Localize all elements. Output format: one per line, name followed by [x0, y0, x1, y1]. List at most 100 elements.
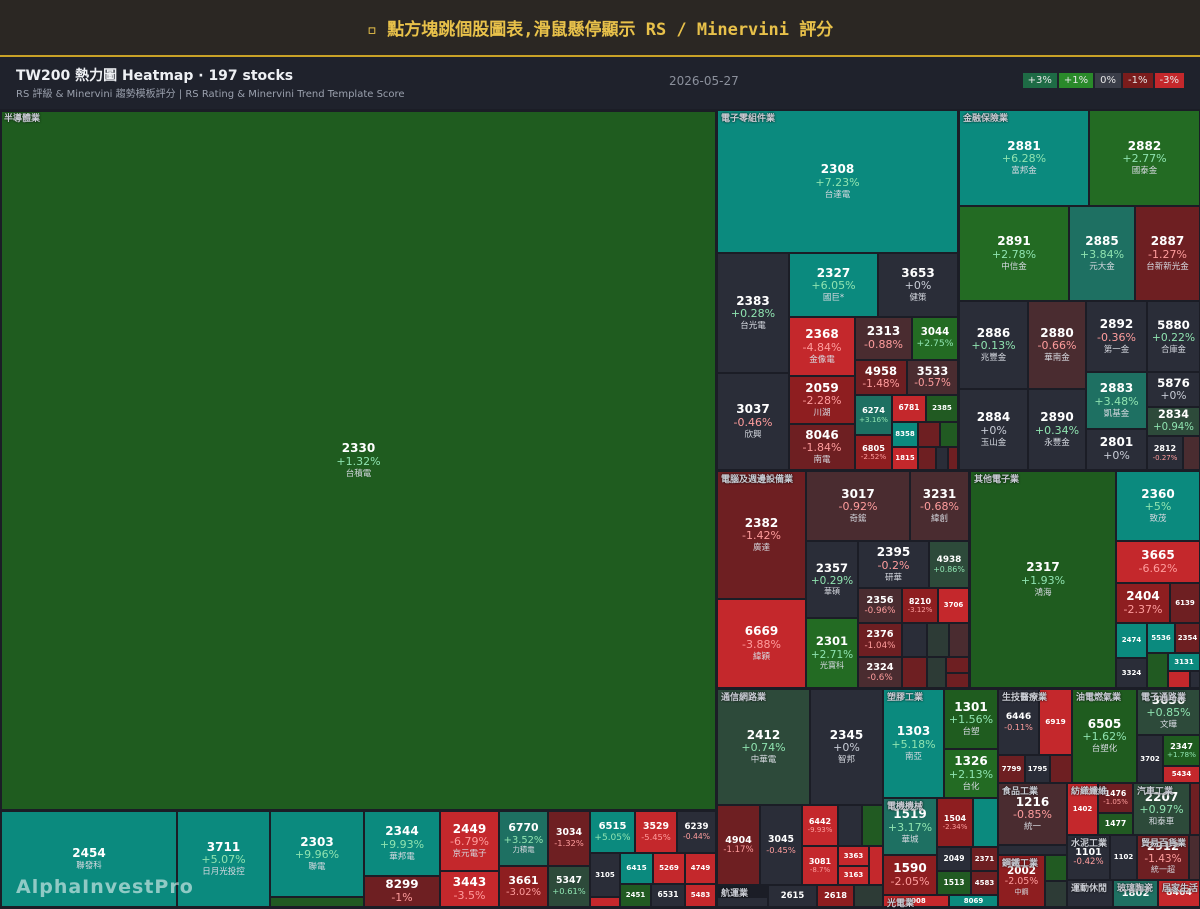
stock-tile[interactable]: 3653 +0% 健策	[878, 253, 958, 317]
stock-tile[interactable]: 1402	[1067, 783, 1098, 835]
stock-tile[interactable]: 2474	[1116, 623, 1147, 658]
stock-tile[interactable]: 3443 -3.5%	[440, 871, 499, 907]
stock-tile[interactable]: 1301 +1.56% 台塑	[944, 689, 998, 749]
stock-tile[interactable]: 2303 +9.96% 聯電	[270, 811, 364, 897]
stock-tile[interactable]: 2345 +0% 智邦	[810, 689, 883, 805]
stock-tile[interactable]: 2356 -0.96%	[858, 588, 902, 623]
stock-tile[interactable]: 6446 -0.11%	[998, 689, 1039, 755]
stock-tile[interactable]: 3044 +2.75%	[912, 317, 958, 360]
stock-tile[interactable]: 2885 +3.84% 元大金	[1069, 206, 1135, 301]
stock-tile[interactable]: 2354	[1175, 623, 1200, 653]
stock-tile[interactable]: 3363	[838, 846, 869, 866]
stock-tile[interactable]: 8210 -3.12%	[902, 588, 938, 623]
stock-tile[interactable]: 2801 +0%	[1086, 429, 1147, 470]
stock-tile[interactable]: 3706	[938, 588, 969, 623]
stock-tile[interactable]: 2395 -0.2% 研華	[858, 541, 929, 588]
stock-tile[interactable]: 2412 +0.74% 中華電	[717, 689, 810, 805]
stock-tile[interactable]: 6515 +5.05%	[590, 811, 635, 853]
stock-tile[interactable]: 2615	[768, 885, 817, 907]
stock-tile[interactable]: 1476 -1.05%	[1098, 783, 1133, 813]
stock-tile[interactable]: 5434	[1163, 766, 1200, 783]
stock-tile[interactable]: 6139	[1170, 583, 1200, 623]
stock-tile[interactable]: 2330 +1.32% 台積電	[1, 111, 716, 810]
stock-tile[interactable]: 4938 +0.86%	[929, 541, 969, 588]
stock-tile[interactable]: 6442 -9.93%	[802, 805, 838, 846]
stock-tile[interactable]: 2887 -1.27% 台新新光金	[1135, 206, 1200, 301]
stock-tile[interactable]: 2385	[926, 395, 958, 422]
stock-tile[interactable]: 6415	[620, 853, 653, 884]
stock-tile[interactable]: 1590 -2.05%	[883, 855, 937, 895]
stock-tile[interactable]: 2881 +6.28% 富邦金	[959, 110, 1089, 206]
stock-tile[interactable]: 1815	[892, 447, 918, 470]
stock-tile[interactable]: 5876 +0%	[1147, 372, 1200, 407]
stock-tile[interactable]: 2317 +1.93% 鴻海	[970, 471, 1116, 688]
stock-tile[interactable]: 2880 -0.66% 華南金	[1028, 301, 1086, 389]
stock-tile[interactable]: 6239 -0.44%	[677, 811, 716, 853]
stock-tile[interactable]: 4583	[971, 871, 998, 895]
stock-tile[interactable]: 1802	[1113, 880, 1158, 907]
stock-tile[interactable]: 1303 +5.18% 南亞	[883, 689, 944, 798]
stock-tile[interactable]: 4904 -1.17%	[717, 805, 760, 885]
stock-tile[interactable]: 3131	[1168, 653, 1200, 671]
stock-tile[interactable]: 8046 -1.84% 南電	[789, 424, 855, 470]
stock-tile[interactable]: 1326 +2.13% 台化	[944, 749, 998, 798]
stock-tile[interactable]: 5536	[1147, 623, 1175, 653]
stock-tile[interactable]: 6274 +3.16%	[855, 395, 892, 435]
stock-tile[interactable]: 3529 -5.45%	[635, 811, 677, 853]
stock-tile[interactable]: 2812 -0.27%	[1147, 436, 1183, 470]
stock-tile[interactable]: 1216 -0.85% 統一	[998, 783, 1067, 845]
stock-tile[interactable]: 2883 +3.48% 凱基金	[1086, 372, 1147, 429]
stock-tile[interactable]: 3163	[838, 866, 869, 885]
stock-tile[interactable]: 6805 -2.52%	[855, 435, 892, 470]
stock-tile[interactable]: 2371	[971, 847, 998, 871]
stock-tile[interactable]: 1795	[1025, 755, 1050, 783]
stock-tile[interactable]: 6781	[892, 395, 926, 422]
stock-tile[interactable]: 4749	[685, 853, 716, 884]
stock-tile[interactable]: 1101 -0.42%	[1067, 835, 1110, 880]
stock-tile[interactable]: 2360 +5% 致茂	[1116, 471, 1200, 541]
stock-tile[interactable]: 5483	[685, 884, 716, 907]
stock-tile[interactable]: 2344 +9.93% 華邦電	[364, 811, 440, 876]
stock-tile[interactable]: 3661 -3.02%	[499, 866, 548, 907]
stock-tile[interactable]: 2327 +6.05% 國巨*	[789, 253, 878, 317]
stock-tile[interactable]: 3702	[1137, 735, 1163, 783]
stock-tile[interactable]: 4958 -1.48%	[855, 360, 907, 395]
stock-tile[interactable]: 8069	[949, 895, 998, 907]
stock-tile[interactable]: 2207 +0.97% 和泰車	[1133, 783, 1190, 835]
stock-tile[interactable]: 2892 -0.36% 第一金	[1086, 301, 1147, 372]
stock-tile[interactable]: 3231 -0.68% 緯創	[910, 471, 969, 541]
stock-tile[interactable]: 2382 -1.42% 廣達	[717, 471, 806, 599]
stock-tile[interactable]: 2383 +0.28% 台光電	[717, 253, 789, 373]
stock-tile[interactable]: 5880 +0.22% 合庫金	[1147, 301, 1200, 372]
stock-tile[interactable]: 6505 +1.62% 台塑化	[1072, 689, 1137, 783]
stock-tile[interactable]: 5269	[653, 853, 685, 884]
stock-tile[interactable]: 6669 -3.88% 緯穎	[717, 599, 806, 688]
stock-tile[interactable]: 2049	[937, 847, 971, 871]
stock-tile[interactable]: 2404 -2.37%	[1116, 583, 1170, 623]
stock-tile[interactable]: 1504 -2.34%	[937, 798, 973, 847]
stock-tile[interactable]: 3711 +5.07% 日月光投控	[177, 811, 270, 907]
stock-tile[interactable]: 2618	[817, 885, 854, 907]
stock-tile[interactable]: 2313 -0.88%	[855, 317, 912, 360]
stock-tile[interactable]: 2301 +2.71% 光寶科	[806, 618, 858, 688]
stock-tile[interactable]: 2884 +0% 玉山金	[959, 389, 1028, 470]
stock-tile[interactable]: 3017 -0.92% 奇鋐	[806, 471, 910, 541]
stock-tile[interactable]: 2324 -0.6%	[858, 657, 902, 688]
stock-tile[interactable]: 1513	[937, 871, 971, 895]
stock-tile[interactable]: 2912 -1.43% 統一超	[1137, 835, 1189, 880]
stock-tile[interactable]: 3533 -0.57%	[907, 360, 958, 395]
stock-tile[interactable]: 2882 +2.77% 國泰金	[1089, 110, 1200, 206]
stock-tile[interactable]: 3045 -0.45%	[760, 805, 802, 885]
stock-tile[interactable]: 1477	[1098, 813, 1133, 835]
stock-tile[interactable]: 6531	[651, 884, 685, 907]
stock-tile[interactable]: 6770 +3.52% 力積電	[499, 811, 548, 866]
stock-tile[interactable]: 3665 -6.62%	[1116, 541, 1200, 583]
stock-tile[interactable]: 2890 +0.34% 永豐金	[1028, 389, 1086, 470]
stock-tile[interactable]: 2368 -4.84% 金像電	[789, 317, 855, 376]
stock-tile[interactable]: 6919	[1039, 689, 1072, 755]
stock-tile[interactable]: 2347 +1.78%	[1163, 735, 1200, 766]
stock-tile[interactable]: 2059 -2.28% 川湖	[789, 376, 855, 424]
stock-tile[interactable]: 2834 +0.94%	[1147, 407, 1200, 436]
stock-tile[interactable]: 8299 -1%	[364, 876, 440, 907]
stock-tile[interactable]: 2357 +0.29% 華碩	[806, 541, 858, 618]
